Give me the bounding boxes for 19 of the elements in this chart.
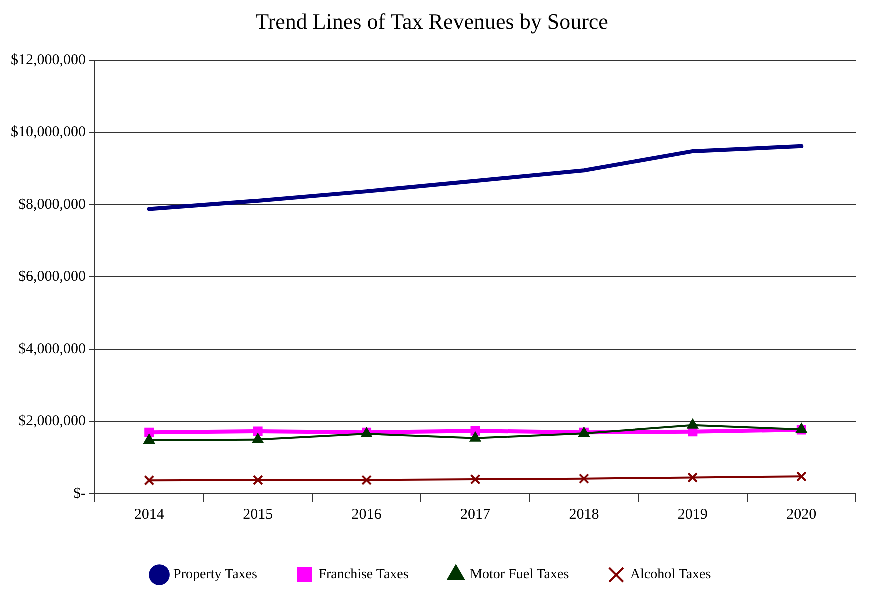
legend-label: Alcohol Taxes (630, 568, 712, 583)
y-tick-label: $10,000,000 (11, 124, 86, 141)
x-tick-label: 2014 (134, 506, 165, 523)
y-tick-label: $2,000,000 (18, 414, 86, 430)
y-tick-label: $4,000,000 (18, 341, 86, 358)
legend-label: Property Taxes (174, 568, 258, 583)
legend-label: Franchise Taxes (318, 568, 409, 583)
y-tick-label: $12,000,000 (11, 52, 86, 68)
x-tick-label: 2016 (352, 506, 382, 523)
chart-title: Trend Lines of Tax Revenues by Source (256, 8, 608, 34)
y-tick-label: $- (74, 486, 86, 502)
y-tick-label: $6,000,000 (18, 269, 86, 286)
x-tick-label: 2020 (786, 506, 817, 523)
x-tick-label: 2018 (569, 506, 600, 523)
legend-label: Motor Fuel Taxes (470, 568, 570, 583)
x-tick-label: 2019 (678, 506, 708, 523)
y-tick-label: $8,000,000 (18, 196, 86, 213)
x-tick-label: 2015 (243, 506, 274, 523)
x-tick-label: 2017 (460, 506, 491, 523)
